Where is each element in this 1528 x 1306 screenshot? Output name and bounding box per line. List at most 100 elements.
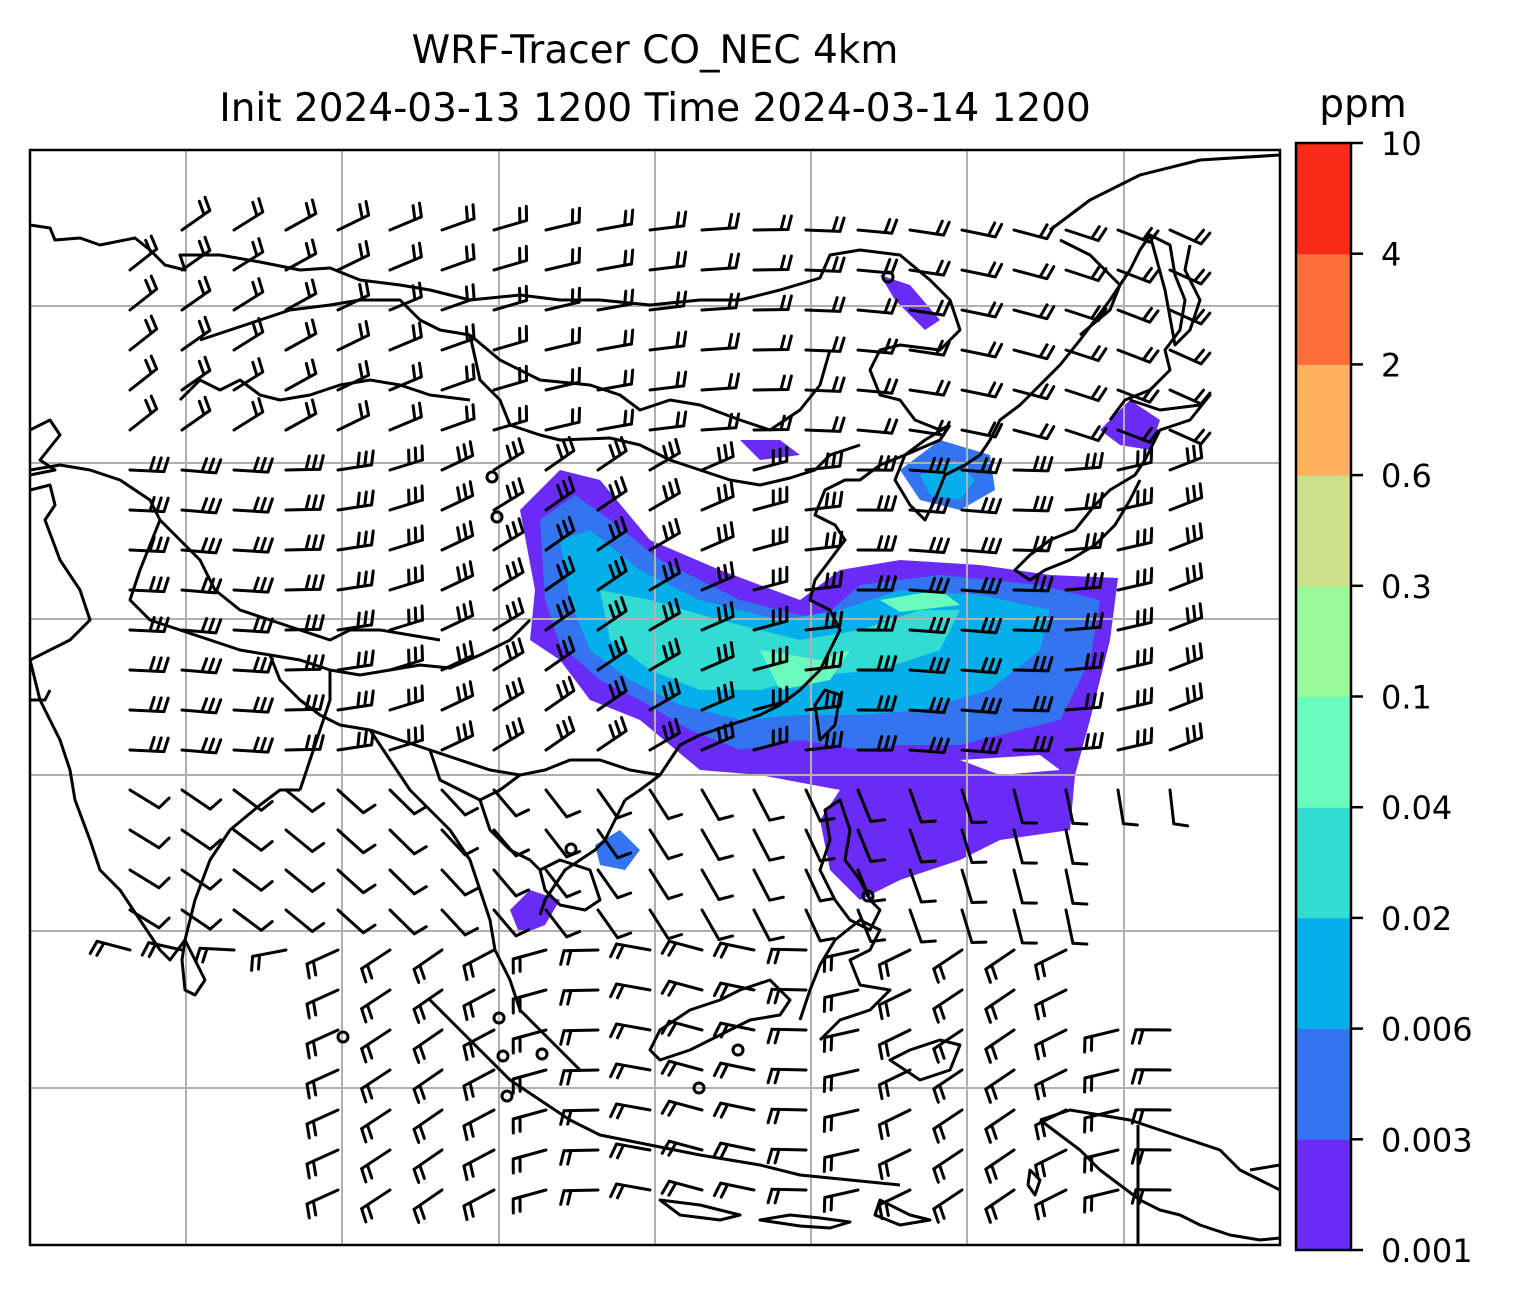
wind-barb xyxy=(360,1188,392,1224)
wind-barb xyxy=(1012,868,1038,905)
wind-barb xyxy=(648,597,681,632)
wind-barb xyxy=(804,908,836,943)
wind-barb xyxy=(856,788,887,823)
wind-barb xyxy=(492,637,525,672)
wind-barb xyxy=(752,685,789,712)
wind-barb xyxy=(284,734,325,752)
wind-barb xyxy=(440,868,479,897)
wind-barb xyxy=(960,341,1004,359)
wind-barb xyxy=(596,328,635,352)
wind-barb xyxy=(360,1028,392,1064)
wind-barb xyxy=(1116,727,1154,752)
wind-barb xyxy=(284,868,326,893)
wind-barb xyxy=(1116,687,1154,712)
wind-barb xyxy=(194,946,236,964)
wind-barb xyxy=(559,1188,600,1206)
wind-barb xyxy=(660,1139,704,1157)
wind-barb xyxy=(700,372,741,392)
wind-barb xyxy=(284,654,325,672)
wind-barb xyxy=(1012,423,1056,441)
wind-barb xyxy=(180,315,212,352)
wind-barb xyxy=(822,1068,860,1093)
colorbar-swatch xyxy=(1296,1139,1351,1251)
wind-barb xyxy=(960,828,988,864)
wind-barb xyxy=(1116,447,1154,472)
wind-barb xyxy=(908,908,937,944)
wind-barb xyxy=(596,828,633,860)
wind-barb xyxy=(440,480,475,512)
wind-barb xyxy=(232,317,265,352)
wind-barb xyxy=(232,788,274,812)
colorbar-ticks: 0.001 0.003 0.006 0.02 0.04 0.1 0.3 0.6 2 4 10 xyxy=(1351,125,1473,1270)
wind-barb xyxy=(462,1068,496,1101)
wind-barb xyxy=(766,1187,808,1205)
wind-barb xyxy=(766,987,808,1005)
wind-barb xyxy=(492,788,531,818)
wind-barb xyxy=(752,908,785,942)
wind-barb xyxy=(908,828,937,864)
colorbar-swatch xyxy=(1296,143,1351,255)
wind-barb xyxy=(336,529,375,552)
wind-barb xyxy=(284,694,325,712)
wind-barb xyxy=(180,737,223,755)
wind-barb xyxy=(336,649,375,672)
wind-barb xyxy=(1012,788,1038,825)
wind-barb xyxy=(822,1188,860,1213)
wind-barb xyxy=(1083,1108,1120,1134)
wind-barb xyxy=(492,284,529,312)
wind-barb xyxy=(232,397,265,432)
wind-barb xyxy=(648,637,681,672)
wind-barb xyxy=(412,1148,444,1184)
wind-barb xyxy=(648,908,684,941)
wind-barb xyxy=(1012,383,1056,401)
wind-barb xyxy=(232,456,274,474)
wind-barb xyxy=(712,1181,756,1199)
wind-barb xyxy=(648,717,681,752)
wind-barb xyxy=(856,495,898,512)
wind-barb xyxy=(284,398,318,432)
wind-barb xyxy=(932,1148,964,1184)
wind-barb xyxy=(804,296,846,313)
wind-barb xyxy=(511,948,548,975)
colorbar-swatch xyxy=(1296,696,1351,808)
wind-barb xyxy=(1168,442,1204,472)
wind-barb xyxy=(492,437,525,472)
wind-barb xyxy=(804,650,844,672)
wind-barb xyxy=(609,1062,652,1080)
wind-barb xyxy=(984,1108,1016,1144)
wind-barb xyxy=(596,788,633,820)
wind-barb xyxy=(1168,722,1204,752)
wind-barb xyxy=(804,376,846,393)
wind-barb xyxy=(856,828,887,863)
wind-barb xyxy=(700,601,735,632)
wind-barb xyxy=(440,243,476,272)
wind-barb xyxy=(336,868,377,895)
wind-barb xyxy=(700,641,735,672)
wind-barb xyxy=(1083,1068,1120,1094)
wind-barb xyxy=(284,574,325,592)
wind-barb xyxy=(336,828,377,855)
wind-barb xyxy=(336,360,371,392)
wind-barb xyxy=(804,610,844,632)
wind-barb xyxy=(388,361,423,392)
colorbar-tick-label: 0.02 xyxy=(1381,900,1452,938)
wind-barb xyxy=(128,394,159,432)
wind-barb xyxy=(1168,308,1212,326)
wind-barb xyxy=(1034,948,1068,981)
wind-barb xyxy=(822,1148,860,1173)
wind-barb xyxy=(360,1148,392,1184)
wind-barb xyxy=(648,557,681,592)
wind-barb xyxy=(440,720,475,752)
wind-barb xyxy=(1064,425,1108,442)
wind-barb xyxy=(388,868,428,896)
wind-barb xyxy=(752,374,793,392)
wind-barb xyxy=(700,292,741,312)
colorbar-tick-label: 0.001 xyxy=(1381,1232,1473,1270)
wind-barb xyxy=(1034,1148,1068,1181)
wind-barb xyxy=(232,656,274,674)
wind-barb xyxy=(822,948,860,973)
wind-barb xyxy=(596,436,628,472)
colorbar-swatch xyxy=(1296,253,1351,365)
wind-barb xyxy=(128,274,159,312)
